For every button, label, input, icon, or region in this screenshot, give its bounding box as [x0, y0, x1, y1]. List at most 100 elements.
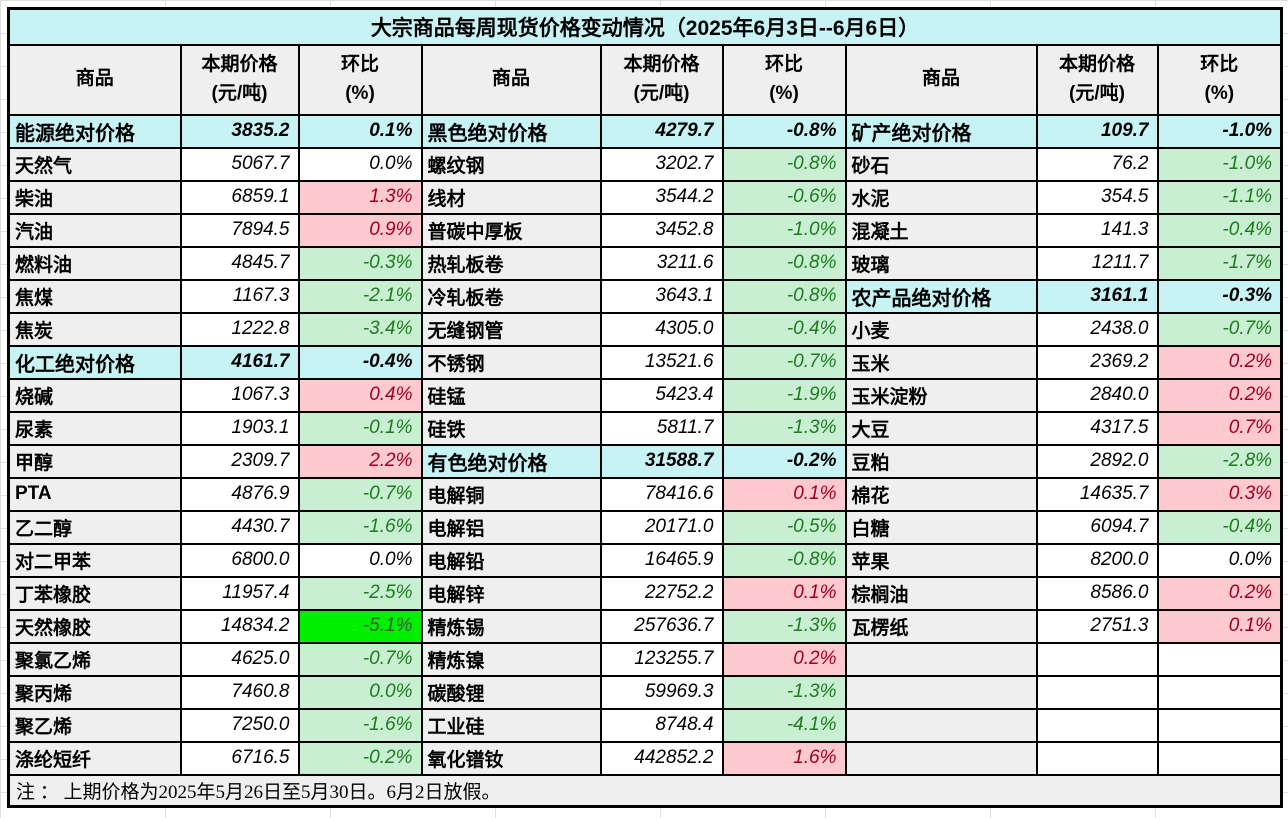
commodity-name-cell[interactable]: PTA	[7, 476, 182, 512]
price-cell[interactable]: 1167.3	[179, 278, 300, 314]
pct-change-cell[interactable]: 0.7%	[1156, 410, 1283, 446]
pct-change-cell[interactable]: 0.2%	[1156, 344, 1283, 380]
pct-change-cell[interactable]: -0.8%	[721, 113, 847, 149]
header-commodity-1[interactable]: 商品	[7, 43, 182, 116]
header-price-1[interactable]: 本期价格 (元/吨)	[179, 43, 300, 116]
pct-change-cell[interactable]: -1.7%	[1156, 245, 1283, 281]
pct-change-cell[interactable]: 0.1%	[721, 575, 847, 611]
commodity-name-cell[interactable]: 精炼锡	[420, 608, 602, 644]
commodity-name-cell[interactable]: 尿素	[7, 410, 182, 446]
price-cell[interactable]: 354.5	[1035, 179, 1159, 215]
price-cell[interactable]: 4161.7	[179, 344, 300, 380]
pct-change-cell[interactable]: -0.8%	[721, 278, 847, 314]
commodity-name-cell[interactable]: 小麦	[844, 311, 1038, 347]
pct-change-cell[interactable]: 0.2%	[1156, 575, 1283, 611]
commodity-name-cell[interactable]: 丁苯橡胶	[7, 575, 182, 611]
commodity-name-cell[interactable]: 聚丙烯	[7, 674, 182, 710]
pct-change-cell[interactable]: -0.7%	[1156, 311, 1283, 347]
price-cell[interactable]: 4430.7	[179, 509, 300, 545]
price-cell[interactable]: 31588.7	[599, 443, 724, 479]
pct-change-cell[interactable]: -2.5%	[297, 575, 423, 611]
price-cell[interactable]: 78416.6	[599, 476, 724, 512]
price-cell[interactable]: 123255.7	[599, 641, 724, 677]
price-cell[interactable]: 1903.1	[179, 410, 300, 446]
pct-change-cell[interactable]: -1.1%	[1156, 179, 1283, 215]
commodity-name-cell[interactable]: 硅铁	[420, 410, 602, 446]
price-cell[interactable]: 7250.0	[179, 707, 300, 743]
pct-change-cell[interactable]	[1156, 707, 1283, 743]
price-cell[interactable]: 6094.7	[1035, 509, 1159, 545]
commodity-name-cell[interactable]: 天然气	[7, 146, 182, 182]
commodity-name-cell[interactable]: 工业硅	[420, 707, 602, 743]
price-cell[interactable]: 3643.1	[599, 278, 724, 314]
commodity-name-cell[interactable]: 普碳中厚板	[420, 212, 602, 248]
pct-change-cell[interactable]: -4.1%	[721, 707, 847, 743]
header-pct-1[interactable]: 环比 (%)	[297, 43, 423, 116]
price-cell[interactable]: 14834.2	[179, 608, 300, 644]
commodity-name-cell[interactable]: 白糖	[844, 509, 1038, 545]
price-cell[interactable]: 141.3	[1035, 212, 1159, 248]
pct-change-cell[interactable]: 0.0%	[297, 542, 423, 578]
pct-change-cell[interactable]: -0.5%	[721, 509, 847, 545]
price-cell[interactable]: 4279.7	[599, 113, 724, 149]
commodity-name-cell[interactable]: 对二甲苯	[7, 542, 182, 578]
commodity-name-cell[interactable]: 聚氯乙烯	[7, 641, 182, 677]
commodity-name-cell[interactable]: 碳酸锂	[420, 674, 602, 710]
pct-change-cell[interactable]: -1.3%	[721, 410, 847, 446]
pct-change-cell[interactable]: -0.7%	[297, 476, 423, 512]
commodity-name-cell[interactable]: 冷轧板卷	[420, 278, 602, 314]
price-cell[interactable]: 257636.7	[599, 608, 724, 644]
commodity-name-cell[interactable]: 乙二醇	[7, 509, 182, 545]
price-cell[interactable]: 22752.2	[599, 575, 724, 611]
price-cell[interactable]: 2751.3	[1035, 608, 1159, 644]
pct-change-cell[interactable]: 1.6%	[721, 740, 847, 776]
commodity-name-cell[interactable]: 涤纶短纤	[7, 740, 182, 776]
price-cell[interactable]: 442852.2	[599, 740, 724, 776]
commodity-name-cell[interactable]	[844, 641, 1038, 677]
pct-change-cell[interactable]: 0.3%	[1156, 476, 1283, 512]
commodity-name-cell[interactable]: 焦煤	[7, 278, 182, 314]
price-cell[interactable]	[1035, 707, 1159, 743]
commodity-name-cell[interactable]: 砂石	[844, 146, 1038, 182]
pct-change-cell[interactable]: 0.9%	[297, 212, 423, 248]
commodity-name-cell[interactable]: 电解铜	[420, 476, 602, 512]
pct-change-cell[interactable]: -0.8%	[721, 542, 847, 578]
price-cell[interactable]: 4305.0	[599, 311, 724, 347]
category-name-cell[interactable]: 矿产绝对价格	[844, 113, 1038, 149]
price-cell[interactable]: 59969.3	[599, 674, 724, 710]
commodity-name-cell[interactable]: 甲醇	[7, 443, 182, 479]
price-cell[interactable]: 2369.2	[1035, 344, 1159, 380]
price-cell[interactable]: 11957.4	[179, 575, 300, 611]
price-cell[interactable]	[1035, 674, 1159, 710]
price-cell[interactable]: 14635.7	[1035, 476, 1159, 512]
price-cell[interactable]: 3835.2	[179, 113, 300, 149]
commodity-name-cell[interactable]: 棉花	[844, 476, 1038, 512]
price-cell[interactable]: 4876.9	[179, 476, 300, 512]
pct-change-cell[interactable]: -1.6%	[297, 509, 423, 545]
price-cell[interactable]: 20171.0	[599, 509, 724, 545]
price-cell[interactable]: 16465.9	[599, 542, 724, 578]
pct-change-cell[interactable]: -2.8%	[1156, 443, 1283, 479]
pct-change-cell[interactable]: -0.4%	[297, 344, 423, 380]
pct-change-cell[interactable]: -0.4%	[1156, 212, 1283, 248]
header-price-3[interactable]: 本期价格 (元/吨)	[1035, 43, 1159, 116]
price-cell[interactable]: 109.7	[1035, 113, 1159, 149]
commodity-name-cell[interactable]: 无缝钢管	[420, 311, 602, 347]
pct-change-cell[interactable]: 0.1%	[297, 113, 423, 149]
commodity-name-cell[interactable]: 焦炭	[7, 311, 182, 347]
pct-change-cell[interactable]: -0.7%	[297, 641, 423, 677]
commodity-name-cell[interactable]: 天然橡胶	[7, 608, 182, 644]
price-cell[interactable]: 1222.8	[179, 311, 300, 347]
price-cell[interactable]: 2840.0	[1035, 377, 1159, 413]
commodity-name-cell[interactable]: 螺纹钢	[420, 146, 602, 182]
pct-change-cell[interactable]: -1.0%	[1156, 113, 1283, 149]
price-cell[interactable]: 4845.7	[179, 245, 300, 281]
price-cell[interactable]: 3452.8	[599, 212, 724, 248]
pct-change-cell[interactable]: 0.2%	[1156, 377, 1283, 413]
commodity-name-cell[interactable]: 豆粕	[844, 443, 1038, 479]
price-cell[interactable]: 3211.6	[599, 245, 724, 281]
pct-change-cell[interactable]: 1.3%	[297, 179, 423, 215]
price-cell[interactable]: 2438.0	[1035, 311, 1159, 347]
commodity-name-cell[interactable]: 玉米	[844, 344, 1038, 380]
pct-change-cell[interactable]: 0.1%	[721, 476, 847, 512]
